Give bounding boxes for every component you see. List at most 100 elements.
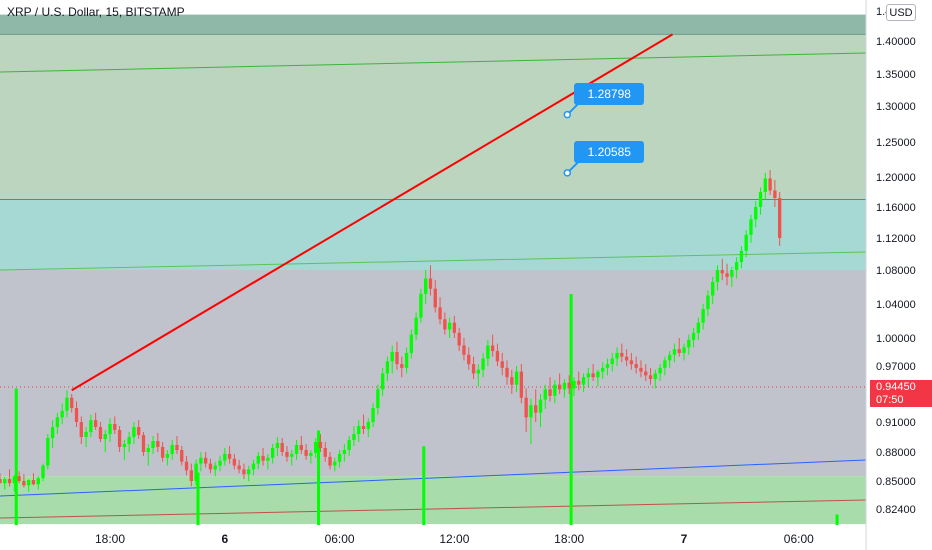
candle-down [471,364,476,374]
candle-up [404,352,409,368]
candle-down [0,479,2,484]
candle-down [395,352,399,365]
candle-down [361,426,366,429]
candle-up [314,442,318,453]
red-trend-line [71,33,674,392]
candle-up [266,457,270,461]
candle-up [610,358,614,365]
candle-up [687,339,691,348]
candle-up [744,234,748,251]
candle-up [730,270,734,277]
candle-down [141,435,146,452]
candle-down [299,445,304,450]
candle-up [84,432,88,437]
candle-down [227,453,232,459]
candle-down [452,322,457,333]
price-callout-lower[interactable]: 1.20585 [574,140,645,163]
candle-down [203,457,208,464]
volume-spike-4 [569,294,573,525]
candle-down [180,450,184,462]
price-callout-upper[interactable]: 1.28798 [574,82,645,105]
candle-up [309,452,313,456]
candle-down [184,461,189,471]
candle-down [648,375,653,380]
candle-up [170,445,174,454]
candle-up [251,463,256,470]
candle-up [715,270,720,282]
candle-up [108,424,112,434]
candle-up [615,352,619,359]
time-tick-label: 06:00 [784,532,814,546]
price-tick-label: 1.35000 [876,69,916,81]
price-tick-label: 1.20000 [876,172,916,184]
candle-down [113,424,117,430]
price-tick-label: 1.08000 [876,265,916,277]
candle-down [519,371,524,398]
candle-down [725,273,729,277]
zone-band-0 [0,14,866,35]
candle-up [347,440,351,450]
current-price-tag: 0.94450 07:50 [870,380,932,407]
candle-up [376,389,380,408]
volume-spike-1 [196,472,200,525]
price-tick-label: 0.82400 [876,504,916,516]
candle-up [701,309,705,323]
candle-up [749,219,753,235]
candle-down [156,441,160,447]
green-channel-upper [0,52,867,73]
price-tick-label: 1.40000 [876,36,916,48]
currency-button[interactable]: USD [886,4,916,21]
chart-title: XRP / U.S. Dollar, 15, BITSTAMP [7,5,185,19]
green-channel-mid [0,251,867,271]
candle-up [151,441,155,448]
price-tick-label: 0.91000 [876,417,916,429]
candle-down [433,288,437,308]
candle-down [495,351,500,362]
candle-up [543,389,547,400]
candle-up [60,410,64,418]
candle-up [758,192,763,207]
bar-countdown: 07:50 [876,394,904,406]
candle-up [572,380,576,389]
candle-up [290,453,294,457]
price-tick-label: 0.97000 [876,361,916,373]
candle-down [175,445,179,450]
candle-down [639,367,643,372]
candle-down [505,367,509,378]
candle-up [706,295,710,310]
candle-down [591,373,595,378]
candle-down [510,377,514,385]
candle-up [199,457,203,464]
candle-up [12,476,17,484]
candle-down [232,458,237,466]
time-tick-label: 06:00 [325,532,355,546]
candle-down [400,364,404,368]
candle-up [194,463,198,481]
price-tick-label: 1.30000 [876,101,916,113]
candle-down [318,442,323,448]
candle-up [146,448,150,452]
time-tick-label: 12:00 [439,532,469,546]
candle-up [357,426,361,434]
candle-up [270,448,275,458]
callout-anchor-1 [563,169,572,177]
candle-up [419,293,423,318]
volume-spike-0 [14,388,18,525]
candle-up [247,469,251,475]
price-tick-label: 0.85000 [876,476,916,488]
candle-up [366,422,370,429]
candle-up [294,445,299,454]
candle-down [577,380,581,385]
candle-down [773,190,777,198]
time-tick-label: 7 [681,532,688,546]
candle-up [36,478,40,485]
candle-down [323,448,327,457]
candle-up [218,460,222,466]
candle-up [682,347,686,353]
candle-up [562,382,567,390]
candle-down [237,465,241,470]
candle-down [70,397,74,408]
candle-up [424,278,428,294]
candle-up [447,322,452,330]
